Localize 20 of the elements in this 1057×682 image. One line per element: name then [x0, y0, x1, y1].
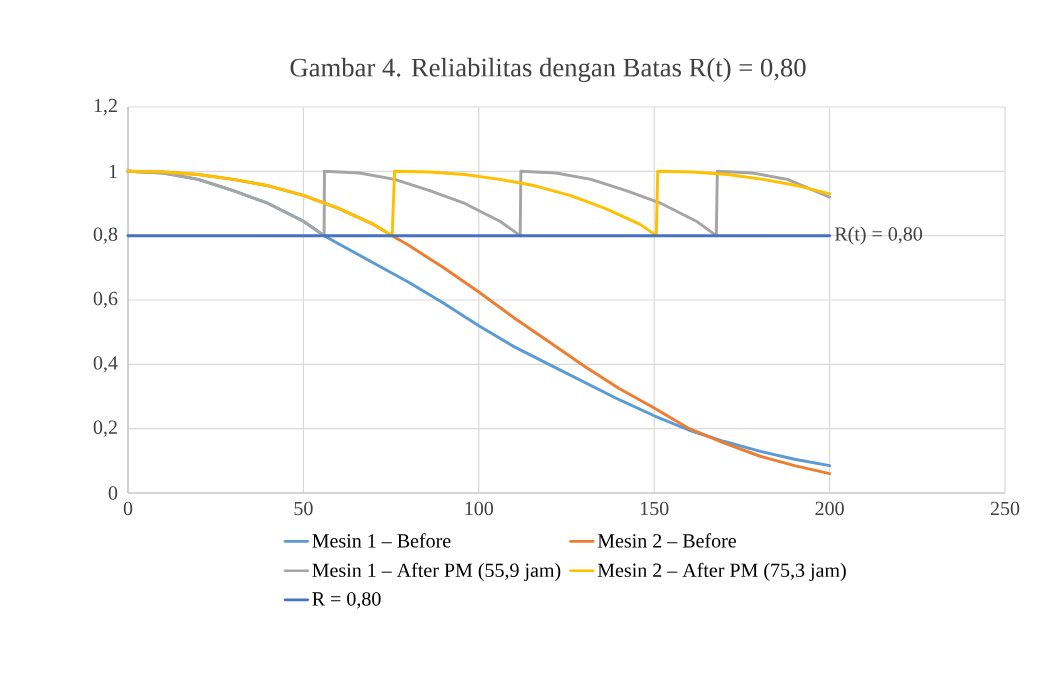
x-tick-label: 0 [123, 501, 133, 516]
legend-label: Mesin 1 – After PM (55,9 jam) [312, 562, 561, 582]
chart-title: Gambar 4. Reliabilitas dengan Batas R(t) = 0,80 [290, 57, 806, 83]
x-tick-label: 250 [990, 501, 1020, 516]
legend-label: R = 0,80 [312, 592, 381, 609]
y-tick-label: 1,2 [94, 98, 117, 116]
x-tick-label: 200 [815, 501, 844, 516]
y-tick-label: 0,2 [93, 420, 117, 437]
y-tick-label: 1 [109, 164, 117, 178]
annotation: R(t) = 0,80 [834, 226, 923, 245]
legend-label: Mesin 2 – After PM (75,3 jam) [597, 562, 846, 582]
legend-label: Mesin 2 – Before [597, 533, 736, 548]
x-tick-label: 150 [640, 501, 669, 516]
y-tick-label: 0,6 [93, 291, 118, 309]
y-tick-label: 0,8 [93, 227, 118, 244]
y-tick-label: 0 [108, 486, 118, 500]
legend-label: Mesin 1 – Before [312, 533, 451, 548]
x-tick-label: 50 [294, 501, 313, 516]
y-tick-label: 0,4 [93, 356, 118, 373]
x-tick-label: 100 [465, 501, 494, 516]
